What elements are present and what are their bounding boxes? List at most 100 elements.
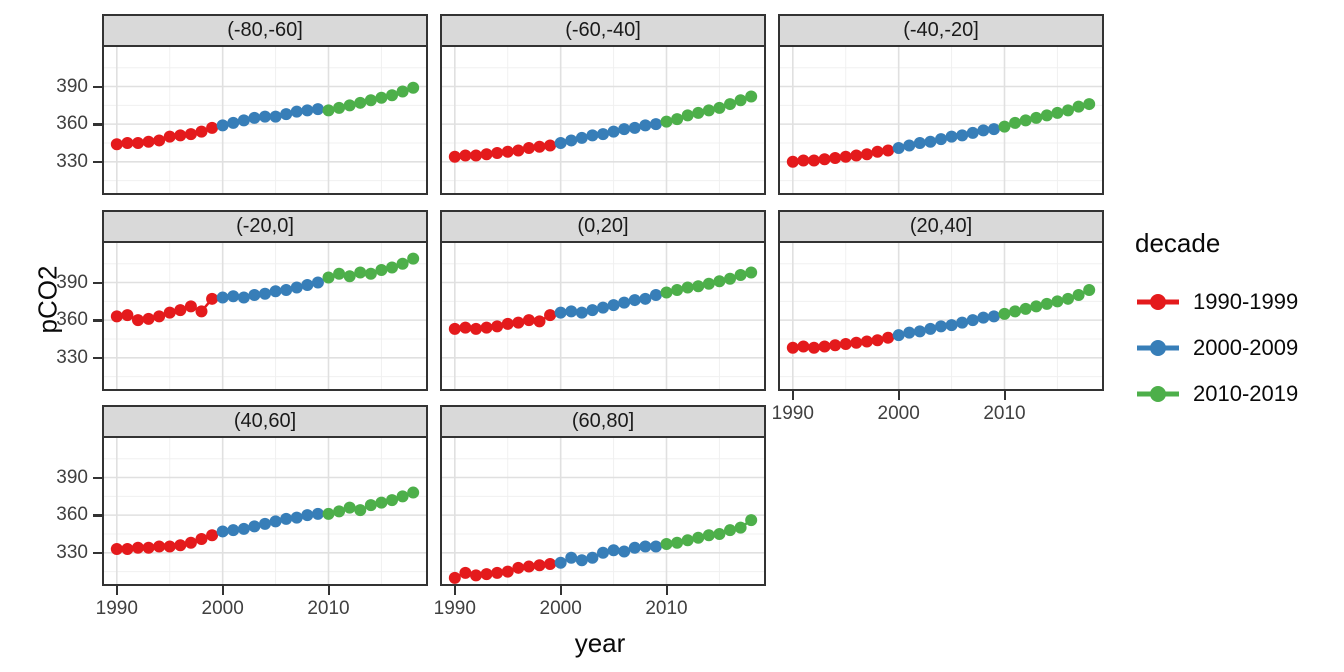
x-axis-tick — [453, 586, 457, 595]
data-point — [724, 524, 737, 537]
x-tick-label: 1990 — [433, 598, 476, 619]
data-point — [469, 149, 482, 162]
data-point — [248, 111, 261, 124]
data-point — [491, 566, 504, 579]
data-point — [734, 521, 747, 534]
data-point — [1072, 100, 1085, 113]
x-tick-label: 2010 — [645, 598, 688, 619]
data-point — [924, 322, 937, 335]
data-point — [280, 512, 293, 525]
data-point — [448, 150, 461, 163]
data-point — [597, 301, 609, 314]
data-point — [681, 109, 694, 122]
data-point — [396, 257, 409, 270]
data-point — [724, 272, 737, 285]
legend-item-label: 2000-2009 — [1193, 335, 1299, 360]
data-point — [184, 536, 197, 549]
data-point — [343, 99, 356, 112]
data-point — [142, 312, 155, 325]
data-point — [575, 131, 588, 144]
data-point — [375, 496, 388, 509]
data-point — [1062, 292, 1075, 305]
data-point — [628, 541, 641, 554]
data-point — [1083, 98, 1096, 111]
data-point — [998, 307, 1011, 320]
legend-key-icon — [1137, 386, 1179, 402]
data-point — [121, 543, 134, 555]
data-point — [575, 554, 588, 567]
panel-canvas — [442, 438, 764, 584]
facet-panel: (-20,0] — [102, 210, 428, 391]
y-axis-tick — [93, 160, 102, 164]
data-point — [913, 136, 926, 149]
y-axis-tick — [93, 356, 102, 360]
data-point — [448, 571, 461, 584]
data-point — [702, 529, 715, 542]
legend-item: 1990-1999 — [1135, 279, 1298, 325]
data-point — [512, 561, 525, 574]
data-point — [692, 531, 705, 544]
y-tick-label: 390 — [56, 75, 88, 97]
data-point — [639, 292, 652, 305]
data-point — [533, 559, 546, 572]
facet-panel: (-80,-60] — [102, 14, 428, 195]
panel-canvas — [442, 243, 764, 389]
facet-panel: (-40,-20] — [778, 14, 1104, 195]
legend-title: decade — [1135, 228, 1221, 258]
panel-canvas — [780, 47, 1102, 193]
data-point — [713, 527, 726, 540]
data-point — [269, 110, 282, 123]
y-axis-tick — [93, 476, 102, 479]
plot-panel — [778, 243, 1104, 391]
y-tick-label: 330 — [56, 346, 88, 368]
y-tick-label: 330 — [56, 150, 88, 172]
data-point — [533, 315, 546, 328]
data-point — [987, 123, 1000, 136]
data-point — [839, 337, 852, 350]
data-point — [966, 126, 979, 139]
data-point — [163, 540, 176, 553]
data-point — [121, 136, 134, 149]
panel-canvas — [442, 47, 764, 193]
data-point — [280, 284, 293, 297]
data-point — [818, 153, 831, 166]
data-point — [807, 154, 820, 167]
legend-item-label: 1990-1999 — [1193, 289, 1299, 314]
x-axis-title: year — [574, 628, 626, 658]
data-point — [237, 114, 250, 127]
data-point — [301, 509, 314, 522]
plot-panel — [102, 438, 428, 586]
data-point — [364, 499, 377, 512]
facet-panel: (60,80] — [440, 405, 766, 586]
data-point — [945, 319, 958, 332]
x-tick-label: 2000 — [877, 403, 920, 424]
y-tick-label: 360 — [56, 113, 88, 135]
data-point — [512, 144, 525, 157]
data-point — [607, 544, 620, 557]
data-point — [597, 128, 609, 141]
facet-strip: (60,80] — [440, 405, 766, 438]
data-point — [184, 128, 197, 141]
data-point — [322, 507, 335, 520]
data-point — [237, 522, 250, 535]
data-point — [639, 540, 652, 553]
data-point — [206, 529, 219, 542]
data-point — [829, 339, 842, 352]
legend-key-icon — [1137, 294, 1179, 310]
data-point — [501, 565, 514, 578]
data-point — [386, 494, 399, 507]
data-point — [1040, 109, 1053, 122]
facet-strip-label: (-60,-40] — [565, 19, 641, 41]
data-point — [554, 306, 567, 319]
data-point — [407, 81, 420, 94]
data-point — [882, 331, 895, 344]
data-point — [649, 118, 662, 131]
data-point — [935, 320, 947, 333]
facet-strip: (-60,-40] — [440, 14, 766, 47]
data-point — [227, 524, 240, 537]
x-axis-tick — [327, 586, 330, 595]
data-point — [713, 101, 726, 114]
data-point — [892, 329, 905, 342]
data-point — [407, 486, 420, 499]
data-point — [956, 129, 969, 142]
